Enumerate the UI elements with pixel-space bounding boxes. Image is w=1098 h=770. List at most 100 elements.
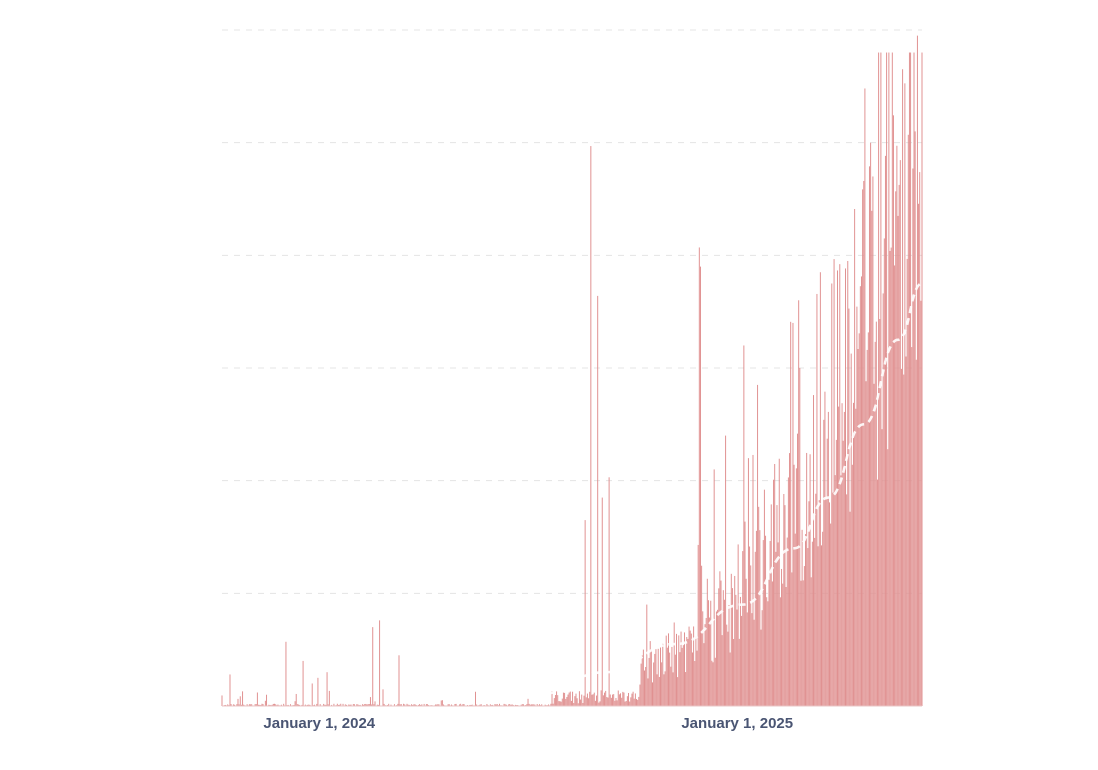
daily-bar — [367, 704, 369, 706]
daily-bar — [496, 704, 498, 706]
daily-bar — [899, 160, 901, 707]
daily-bar — [729, 652, 731, 706]
daily-bar — [837, 270, 838, 706]
daily-bar — [414, 704, 416, 706]
daily-bar — [790, 321, 792, 706]
daily-bar — [671, 646, 673, 706]
daily-bar — [583, 695, 585, 706]
daily-bar — [246, 704, 248, 706]
daily-bar — [528, 703, 530, 706]
daily-bar — [553, 698, 555, 706]
daily-bar — [715, 611, 717, 706]
daily-bar — [608, 477, 610, 706]
daily-bar — [673, 622, 675, 706]
daily-bar — [614, 700, 616, 706]
daily-bar — [230, 704, 232, 706]
daily-bar — [455, 703, 457, 706]
daily-bar — [726, 624, 728, 706]
x-tick-label: January 1, 2024 — [263, 715, 375, 732]
daily-bar — [656, 674, 658, 706]
daily-bar — [479, 704, 481, 706]
daily-bar — [578, 691, 580, 706]
daily-bar — [903, 374, 905, 706]
daily-bar — [254, 704, 256, 706]
daily-bar — [237, 698, 239, 706]
daily-bar — [272, 703, 274, 706]
daily-bar — [798, 300, 800, 706]
daily-bar — [520, 704, 522, 706]
trend-line-group — [465, 282, 923, 706]
daily-bar — [745, 578, 747, 706]
daily-bar — [826, 438, 828, 706]
daily-bar — [494, 704, 496, 706]
daily-bar — [327, 704, 329, 706]
daily-bar — [617, 690, 619, 706]
daily-bar — [437, 704, 439, 706]
daily-bar — [618, 694, 620, 706]
daily-bar — [602, 695, 604, 706]
daily-bar — [831, 283, 833, 706]
daily-bars — [221, 35, 923, 707]
daily-bar — [702, 611, 704, 706]
daily-bar — [852, 402, 854, 706]
daily-bar — [727, 631, 729, 706]
daily-bar — [850, 353, 852, 706]
daily-bar — [495, 704, 497, 706]
daily-bar — [323, 703, 325, 706]
daily-bar — [863, 180, 865, 707]
daily-bar — [538, 704, 540, 706]
daily-bar — [604, 692, 606, 706]
daily-bar — [755, 530, 757, 706]
y-gridlines — [222, 29, 922, 594]
daily-bar — [324, 704, 326, 706]
daily-bar — [463, 704, 465, 706]
daily-bar — [311, 683, 313, 706]
daily-bar — [609, 694, 611, 706]
daily-bar — [660, 647, 661, 706]
daily-bar — [577, 703, 579, 706]
daily-bar — [866, 349, 868, 706]
daily-bar — [514, 704, 516, 706]
daily-bar — [680, 631, 682, 706]
daily-bar — [817, 546, 819, 706]
daily-bar — [787, 477, 789, 706]
daily-bar — [359, 704, 361, 706]
daily-bar — [641, 655, 643, 706]
daily-bar — [486, 703, 488, 706]
daily-bar — [259, 704, 261, 706]
daily-bar — [644, 670, 645, 706]
daily-bar — [793, 464, 795, 706]
daily-bar — [875, 321, 877, 706]
daily-bar — [606, 697, 608, 706]
daily-bar — [706, 578, 708, 706]
daily-bar — [397, 703, 399, 706]
daily-bar — [825, 499, 827, 706]
daily-bar — [754, 551, 756, 706]
daily-bar — [438, 704, 440, 706]
daily-bar — [379, 620, 381, 706]
daily-bar — [851, 464, 853, 706]
daily-bar — [777, 542, 779, 706]
daily-bar — [742, 551, 744, 706]
daily-bar — [646, 604, 648, 706]
daily-bar — [761, 610, 763, 706]
daily-bar — [436, 704, 438, 706]
daily-bar — [624, 701, 626, 706]
daily-bar — [576, 698, 578, 706]
daily-bar — [352, 704, 354, 706]
daily-bar — [678, 635, 680, 706]
daily-bar — [876, 479, 878, 706]
daily-bar — [905, 356, 907, 706]
daily-bar — [803, 566, 805, 706]
daily-bar — [723, 599, 725, 706]
daily-bar — [331, 704, 333, 706]
daily-bar — [377, 704, 379, 706]
daily-bar — [268, 704, 270, 706]
daily-bar — [251, 704, 253, 706]
daily-bar — [599, 701, 601, 706]
daily-bar — [890, 247, 892, 706]
daily-bar — [557, 695, 559, 706]
daily-bar — [283, 703, 285, 706]
daily-bar — [333, 703, 335, 706]
daily-bar — [566, 696, 568, 706]
